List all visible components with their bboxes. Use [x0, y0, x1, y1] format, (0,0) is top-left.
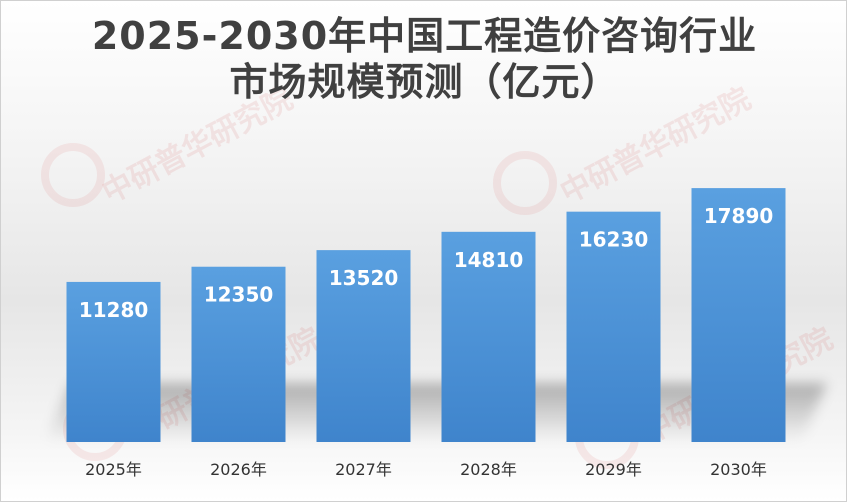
data-label: 11280 [79, 298, 149, 322]
bar-2029年 [566, 211, 661, 442]
data-label: 16230 [579, 228, 649, 252]
data-label: 13520 [329, 266, 399, 290]
data-label: 17890 [704, 204, 774, 228]
bar-2026年 [191, 266, 286, 442]
bar-2028年 [441, 231, 536, 442]
bar-2027年 [316, 250, 411, 442]
x-tick-label: 2028年 [460, 460, 517, 479]
x-tick-label: 2025年 [85, 460, 142, 479]
chart-title: 2025-2030年中国工程造价咨询行业 市场规模预测（亿元） [1, 13, 847, 105]
x-tick-label: 2026年 [210, 460, 267, 479]
chart-title-line-1: 2025-2030年中国工程造价咨询行业 [91, 14, 758, 58]
x-tick-label: 2027年 [335, 460, 392, 479]
x-tick-label: 2030年 [710, 460, 767, 479]
bar-2030年 [691, 188, 786, 442]
bar-2025年 [66, 281, 161, 442]
data-label: 14810 [454, 248, 524, 272]
x-tick-label: 2029年 [585, 460, 642, 479]
chart-title-line-2: 市场规模预测（亿元） [229, 60, 620, 104]
data-label: 12350 [204, 283, 274, 307]
